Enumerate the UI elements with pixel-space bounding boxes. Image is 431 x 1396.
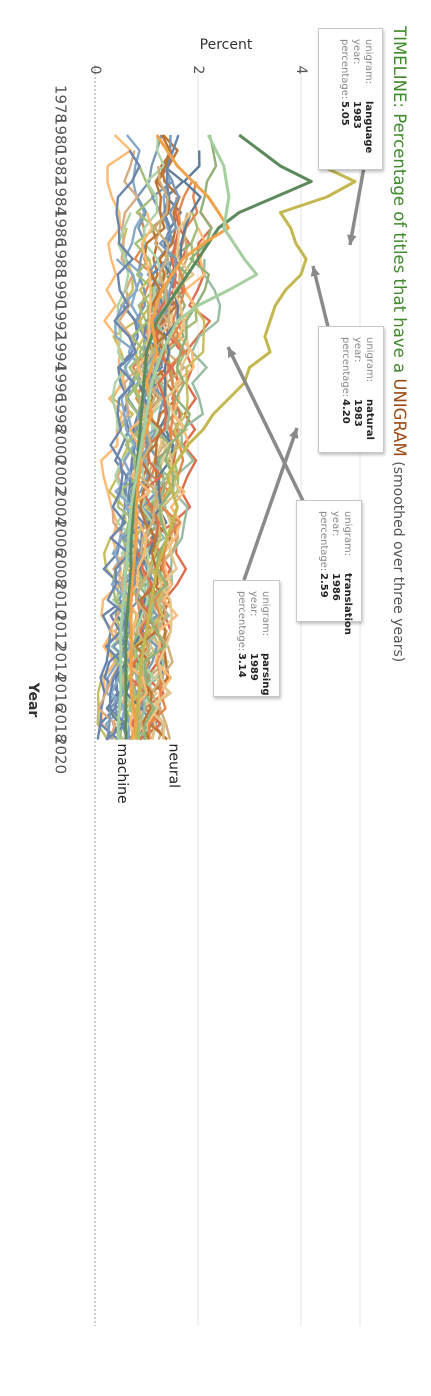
tooltip-natural: unigram: natural year: 1983 percentage: 4.20 bbox=[318, 326, 384, 453]
background-series-line bbox=[143, 134, 218, 740]
tooltip-value: 3.14 bbox=[236, 653, 247, 678]
year-tick-1986: 1986 bbox=[52, 209, 70, 247]
tooltip-row-unigram: unigram: language bbox=[362, 39, 374, 153]
tooltip-row-year: year: 1983 bbox=[350, 39, 362, 153]
tooltip-value: 1983 bbox=[352, 399, 363, 427]
background-series-line bbox=[135, 258, 222, 741]
tooltip-key: year: bbox=[352, 337, 363, 363]
tooltip-row-percentage: percentage: 2.59 bbox=[317, 511, 329, 635]
tooltip-arrow bbox=[242, 427, 299, 581]
tooltip-translation: unigram: translation year: 1986 percentage: 2… bbox=[296, 500, 362, 635]
background-series-line bbox=[104, 149, 141, 741]
tooltip-row-percentage: percentage: 3.14 bbox=[235, 591, 247, 696]
year-tick-2006: 2006 bbox=[52, 519, 70, 557]
background-series-line bbox=[110, 258, 139, 740]
tooltip-row-unigram: unigram: parsing bbox=[259, 591, 271, 696]
value-tick-0: 0 bbox=[87, 66, 103, 75]
background-series-line bbox=[134, 165, 170, 740]
background-series-line bbox=[120, 150, 202, 741]
year-tick-1992: 1992 bbox=[52, 302, 70, 340]
y-axis-title: Percent bbox=[200, 37, 253, 53]
tooltip-key: percentage: bbox=[318, 511, 329, 572]
year-tick-2008: 2008 bbox=[52, 550, 70, 588]
year-tick-1998: 1998 bbox=[52, 395, 70, 433]
year-tick-1978: 1978 bbox=[52, 85, 70, 123]
tooltip-row-percentage: percentage: 5.05 bbox=[338, 39, 350, 153]
tooltip-value: 1989 bbox=[248, 653, 259, 681]
series-line-parsing[interactable] bbox=[116, 134, 259, 740]
background-series-line bbox=[99, 134, 132, 741]
tooltip-key: year: bbox=[351, 39, 362, 65]
year-tick-1984: 1984 bbox=[52, 178, 70, 216]
tooltip-key: year: bbox=[248, 591, 259, 617]
tooltip-row-unigram: unigram: natural bbox=[363, 337, 375, 440]
series-line-natural[interactable] bbox=[124, 133, 313, 740]
tooltip-row-unigram: unigram: translation bbox=[341, 511, 353, 635]
end-label-neural: neural bbox=[165, 744, 181, 789]
year-tick-1980: 1980 bbox=[52, 116, 70, 154]
tooltip-value: language bbox=[363, 101, 374, 154]
tooltip-value: 4.20 bbox=[340, 399, 351, 424]
year-tick-2014: 2014 bbox=[52, 643, 70, 681]
tooltip-arrowhead bbox=[347, 234, 357, 245]
year-tick-2016: 2016 bbox=[52, 674, 70, 712]
year-tick-1982: 1982 bbox=[52, 147, 70, 185]
tooltip-value: natural bbox=[364, 399, 375, 440]
tooltip-value: translation bbox=[342, 573, 353, 635]
tooltip-key: unigram: bbox=[363, 39, 374, 85]
year-tick-2002: 2002 bbox=[52, 457, 70, 495]
year-tick-2020: 2020 bbox=[52, 736, 70, 774]
value-tick-2: 2 bbox=[190, 66, 206, 75]
tooltip-key: unigram: bbox=[364, 337, 375, 383]
year-tick-2018: 2018 bbox=[52, 705, 70, 743]
year-tick-2004: 2004 bbox=[52, 488, 70, 526]
tooltip-arrow bbox=[226, 346, 307, 506]
tooltip-arrow bbox=[311, 265, 332, 336]
tooltip-arrowhead bbox=[289, 428, 299, 439]
year-tick-2000: 2000 bbox=[52, 426, 70, 464]
tooltip-key: percentage: bbox=[340, 337, 351, 398]
year-tick-1988: 1988 bbox=[52, 240, 70, 278]
tooltip-key: percentage: bbox=[339, 39, 350, 100]
year-tick-1994: 1994 bbox=[52, 333, 70, 371]
background-series bbox=[96, 134, 222, 741]
year-tick-2012: 2012 bbox=[52, 612, 70, 650]
tooltip-key: unigram: bbox=[342, 511, 353, 557]
background-series-line bbox=[146, 211, 195, 740]
tooltip-key: percentage: bbox=[236, 591, 247, 652]
tooltip-key: year: bbox=[330, 511, 341, 537]
tooltip-arrowhead bbox=[228, 347, 237, 358]
x-axis-title: Year bbox=[25, 682, 41, 718]
end-label-machine: machine bbox=[114, 744, 130, 804]
year-tick-1990: 1990 bbox=[52, 271, 70, 309]
tooltip-row-year: year: 1989 bbox=[247, 591, 259, 696]
value-tick-4: 4 bbox=[293, 66, 309, 75]
year-tick-1996: 1996 bbox=[52, 364, 70, 402]
tooltip-arrowhead bbox=[310, 266, 321, 277]
tooltip-row-year: year: 1986 bbox=[329, 511, 341, 635]
year-tick-2010: 2010 bbox=[52, 581, 70, 619]
tooltip-value: 2.59 bbox=[318, 573, 329, 598]
tooltip-language: unigram: language year: 1983 percentage: 5.05 bbox=[318, 28, 383, 170]
tooltip-key: unigram: bbox=[260, 591, 271, 637]
tooltip-value: 5.05 bbox=[339, 101, 350, 126]
tooltip-value: 1986 bbox=[330, 573, 341, 601]
tooltip-parsing: unigram: parsing year: 1989 percentage: 3.14 bbox=[213, 580, 280, 697]
tooltip-row-year: year: 1983 bbox=[351, 337, 363, 440]
tooltip-value: 1983 bbox=[351, 101, 362, 129]
tooltip-row-percentage: percentage: 4.20 bbox=[339, 337, 351, 440]
background-series-line bbox=[149, 305, 175, 740]
tooltip-value: parsing bbox=[260, 653, 271, 696]
